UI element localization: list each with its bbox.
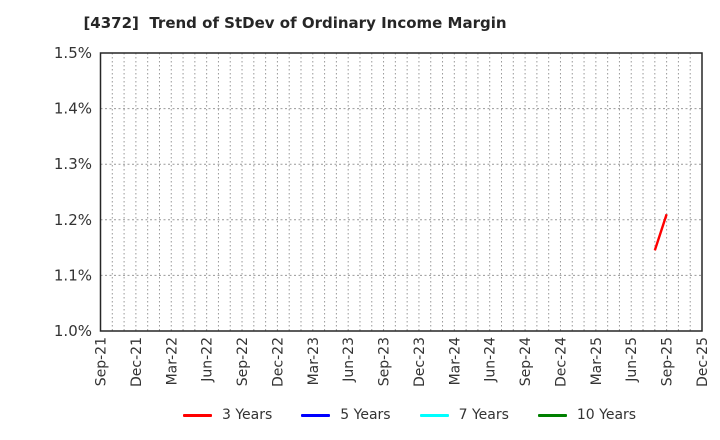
x-tick-label: Jun-22 xyxy=(200,337,216,383)
legend-swatch-7-years xyxy=(419,413,449,417)
x-tick-label: Mar-23 xyxy=(306,337,322,385)
legend-swatch-3-years xyxy=(183,413,212,417)
x-tick-label: Jun-25 xyxy=(624,337,640,383)
legend-label-5-years: 5 Years xyxy=(340,407,391,423)
legend-item-3-years: 3 Years xyxy=(183,406,272,424)
legend: 3 Years 5 Years 7 Years 10 Years xyxy=(183,406,636,424)
x-tick-label: Mar-22 xyxy=(164,337,180,385)
y-tick-label: 1.4% xyxy=(54,100,92,118)
legend-label-7-years: 7 Years xyxy=(458,407,509,423)
y-tick-label: 1.2% xyxy=(54,211,92,229)
x-tick-label: Sep-24 xyxy=(518,337,534,386)
y-tick-label: 1.5% xyxy=(54,44,92,62)
x-tick-label: Mar-24 xyxy=(447,337,463,385)
series-line-3-years xyxy=(653,213,668,251)
chart-title: [4372] Trend of StDev of Ordinary Income… xyxy=(83,14,507,32)
x-tick-label: Dec-25 xyxy=(695,337,711,387)
x-tick-label: Dec-23 xyxy=(412,337,428,387)
legend-item-7-years: 7 Years xyxy=(419,406,509,424)
legend-item-10-years: 10 Years xyxy=(537,406,637,424)
legend-label-10-years: 10 Years xyxy=(576,407,637,423)
x-tick-label: Sep-23 xyxy=(377,337,393,386)
plot-border xyxy=(99,52,703,332)
y-tick-label: 1.1% xyxy=(54,266,92,284)
x-tick-label: Sep-25 xyxy=(660,337,676,386)
legend-swatch-5-years xyxy=(301,413,331,417)
x-tick-label: Sep-22 xyxy=(235,337,251,386)
x-tick-label: Sep-21 xyxy=(94,337,110,386)
x-tick-label: Dec-22 xyxy=(270,337,286,387)
x-tick-label: Dec-24 xyxy=(553,337,569,387)
legend-swatch-10-years xyxy=(537,413,567,417)
y-tick-label: 1.3% xyxy=(54,155,92,173)
x-tick-label: Dec-21 xyxy=(129,337,145,387)
x-tick-label: Jun-23 xyxy=(341,337,357,383)
y-tick-label: 1.0% xyxy=(54,322,92,340)
legend-label-3-years: 3 Years xyxy=(222,407,273,423)
legend-item-5-years: 5 Years xyxy=(301,406,391,424)
x-tick-label: Mar-25 xyxy=(589,337,605,385)
x-tick-label: Jun-24 xyxy=(483,337,499,383)
